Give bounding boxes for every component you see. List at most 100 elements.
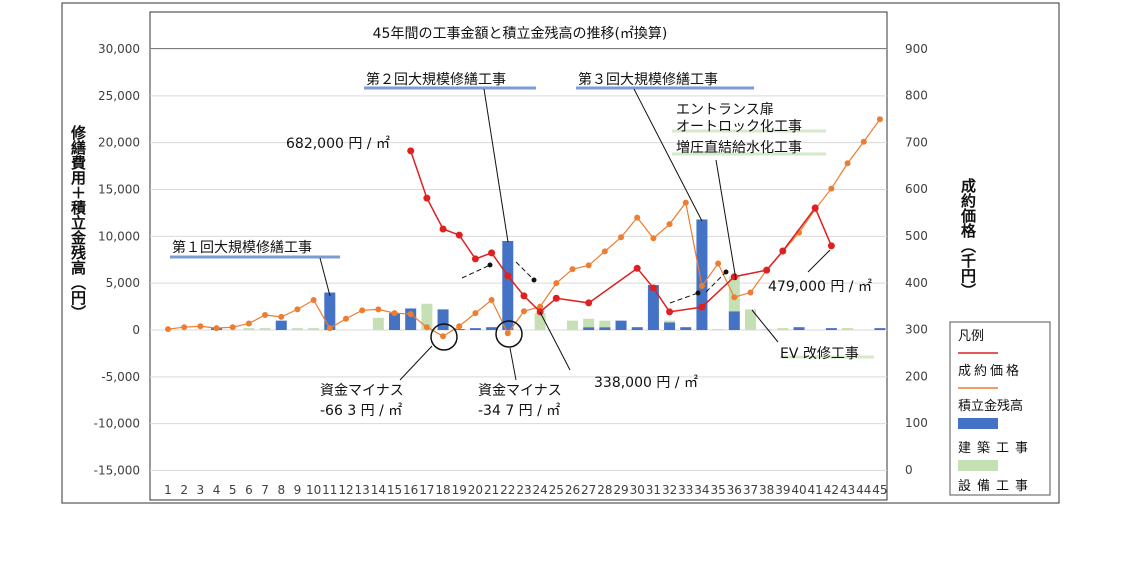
x-tick-label: 42 [824,483,839,497]
legend-swatch-equipment [958,460,998,471]
x-tick-label: 24 [532,483,547,497]
x-tick-label: 2 [180,483,188,497]
x-tick-label: 15 [387,483,402,497]
x-tick-label: 26 [565,483,580,497]
point-balance [488,297,495,304]
point-price [423,194,431,202]
bar-building [405,308,417,330]
bar-equipment [664,320,676,323]
highlight-circle [495,320,523,348]
x-tick-label: 1 [164,483,172,497]
point-balance [245,320,252,327]
x-tick-label: 40 [791,483,806,497]
point-price [439,225,447,233]
y-left-tick-label: 30,000 [98,42,140,56]
point-price [811,204,819,212]
x-tick-label: 14 [371,483,386,497]
x-tick-label: 29 [613,483,628,497]
annotation-repair1: 第１回大規模修繕工事 [172,239,312,256]
point-price [520,292,528,300]
bar-equipment [761,329,773,330]
x-tick-label: 9 [294,483,302,497]
point-balance [391,310,398,317]
bar-equipment [744,309,756,330]
point-balance [601,248,608,255]
point-balance [181,324,188,331]
x-tick-label: 17 [419,483,434,497]
x-tick-label: 44 [856,483,871,497]
point-balance [585,262,592,269]
bar-building [599,327,611,330]
x-tick-label: 34 [694,483,709,497]
point-balance [262,312,269,319]
x-tick-label: 10 [306,483,321,497]
arrow-head-icon [723,269,729,275]
point-balance [472,310,479,317]
y-right-tick-label: 100 [905,416,928,430]
annotation-minus2-label: 資金マイナス [478,383,562,399]
bar-equipment [712,329,724,330]
x-tick-label: 5 [229,483,237,497]
x-tick-label: 36 [727,483,742,497]
x-tick-label: 3 [197,483,205,497]
y-right-tick-label: 0 [905,463,913,477]
point-price [827,242,835,250]
point-price [536,308,544,316]
highlight-circle [430,323,458,351]
x-tick-label: 35 [710,483,725,497]
bar-building [389,313,401,330]
annotation-entrance-1: エントランス扉 [676,102,774,118]
bar-building [583,327,595,330]
point-price [633,264,641,272]
legend-label-equipment: 設備工事 [958,478,1034,494]
leader-line [669,292,699,304]
bar-equipment [567,320,578,330]
x-tick-label: 22 [500,483,515,497]
point-balance [731,294,738,301]
x-tick-label: 27 [581,483,596,497]
point-balance [456,323,463,330]
annotation-entrance-2: オートロック化工事 [676,119,802,135]
point-price [455,231,463,239]
y-right-tick-label: 300 [905,323,928,337]
point-balance [213,325,220,332]
bar-building [680,327,692,330]
annotation-price-min: 338,000 円 / ㎡ [594,375,698,391]
x-tick-label: 19 [452,483,467,497]
leader-line [515,261,535,281]
bar-equipment [259,328,271,330]
x-tick-label: 12 [338,483,353,497]
bar-equipment [243,328,255,330]
y-right-tick-label: 400 [905,276,928,290]
y-left-tick-label: -5,000 [101,370,140,384]
y-left-tick-label: 20,000 [98,136,140,150]
bar-equipment [372,317,384,330]
x-tick-label: 20 [468,483,483,497]
x-tick-label: 37 [743,483,758,497]
x-tick-label: 33 [678,483,693,497]
bar-equipment [728,276,740,312]
arrow-head-icon [531,277,537,283]
y-left-tick-label: -10,000 [94,417,140,431]
x-tick-label: 8 [277,483,285,497]
point-balance [698,282,705,289]
x-tick-label: 31 [646,483,661,497]
point-balance [294,306,301,313]
bar-equipment [842,328,854,330]
point-price [698,303,706,311]
x-tick-label: 28 [597,483,612,497]
point-balance [440,333,447,340]
point-balance [423,324,430,331]
point-balance [359,307,366,314]
bar-building [664,322,676,330]
annotation-minus2-value: -34 7 円 / ㎡ [478,403,560,419]
arrow-head-icon [695,290,701,296]
plot-frame [149,11,888,501]
x-tick-label: 41 [808,483,823,497]
bar-equipment [308,328,320,330]
leader-line [399,345,433,381]
legend-title: 凡例 [958,329,984,344]
point-balance [715,260,722,267]
bar-building [793,327,805,330]
